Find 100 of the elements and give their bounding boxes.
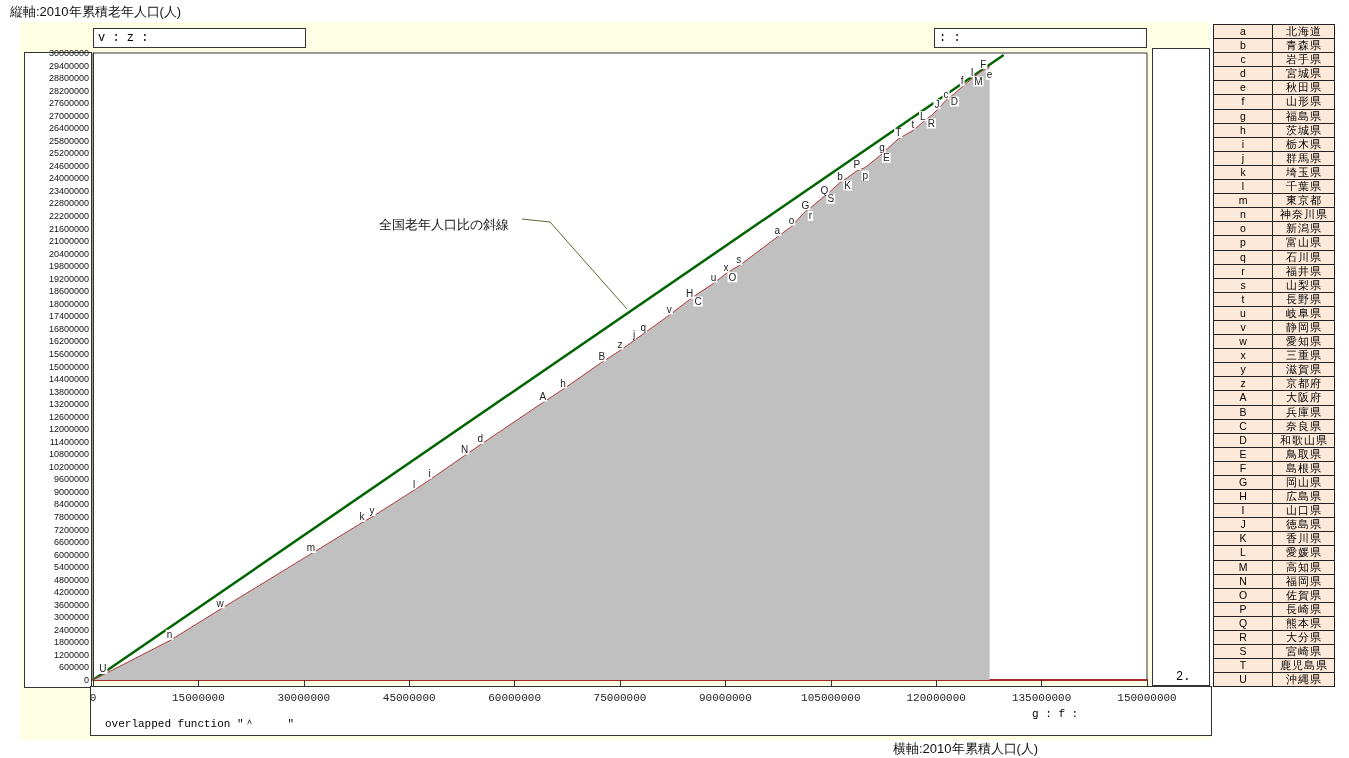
- data-label: S: [827, 193, 835, 205]
- x-tick-label: 30000000: [277, 691, 331, 704]
- text: x 三重県: [1240, 349, 1322, 362]
- data-label: I: [970, 67, 974, 78]
- data-label: E: [882, 152, 890, 164]
- text: G 岡山県: [1238, 476, 1322, 488]
- text: A 大阪府: [1239, 391, 1322, 404]
- data-label: o: [788, 214, 795, 226]
- text: i 栃木県: [1241, 137, 1322, 150]
- data-label: O: [728, 271, 737, 283]
- text: T 鹿児島県: [1239, 659, 1328, 672]
- text: v : z :: [93, 28, 306, 48]
- text: u 岐阜県: [1240, 306, 1322, 319]
- data-label: R: [927, 117, 935, 129]
- y-tick-label: 27600000: [48, 98, 89, 109]
- text: : :: [934, 28, 1147, 48]
- data-label: e: [986, 69, 993, 81]
- x-axis-title: 横軸:2010年累積人口(人): [893, 740, 1039, 758]
- data-label: n: [166, 629, 173, 641]
- x-tick-label: 105000000: [801, 691, 861, 704]
- y-tick-label: 13800000: [48, 386, 89, 397]
- text: J 徳島県: [1240, 518, 1322, 531]
- data-label: s: [736, 254, 742, 266]
- text: d 宮城県: [1240, 67, 1322, 80]
- text: g : f :: [1032, 708, 1079, 720]
- data-label: p: [862, 170, 869, 182]
- text: n 神奈川県: [1240, 208, 1328, 221]
- text: e 秋田県: [1240, 81, 1322, 94]
- data-label: t: [911, 119, 915, 131]
- text: a 北海道: [1240, 25, 1322, 37]
- text: r 福井県: [1241, 264, 1322, 277]
- text: y 滋賀県: [1240, 363, 1322, 376]
- y-tick-label: 2400000: [53, 624, 89, 635]
- text: Q 熊本県: [1238, 616, 1322, 629]
- y-tick-label: 12000000: [48, 424, 89, 435]
- text: L 愛媛県: [1240, 546, 1322, 559]
- text: v 静岡県: [1240, 320, 1322, 333]
- text: B 兵庫県: [1239, 405, 1322, 418]
- data-label: x: [723, 261, 729, 273]
- data-label: N: [461, 444, 469, 456]
- data-label: c: [943, 88, 949, 100]
- text: h 茨城県: [1240, 123, 1322, 136]
- data-label: a: [774, 225, 781, 237]
- data-label: G: [801, 199, 810, 211]
- data-label: f: [960, 75, 964, 87]
- y-tick-label: 13200000: [48, 399, 89, 410]
- y-tick-label: 25800000: [48, 135, 89, 146]
- text: H 広島県: [1239, 490, 1322, 503]
- text: E 鳥取県: [1239, 447, 1322, 460]
- y-tick-label: 29400000: [48, 60, 89, 71]
- text: m 東京都: [1238, 194, 1322, 207]
- text: N 福岡県: [1239, 574, 1322, 587]
- y-tick-label: 0: [83, 675, 89, 685]
- data-label: J: [934, 98, 940, 110]
- text: D 和歌山県: [1239, 433, 1328, 446]
- data-label: M: [974, 75, 983, 87]
- data-label: Q: [820, 184, 829, 196]
- y-tick-label: 3000000: [53, 612, 89, 623]
- y-tick-label: 1200000: [53, 649, 89, 660]
- y-tick-label: 9000000: [53, 486, 89, 497]
- data-label: L: [920, 110, 927, 122]
- data-label: i: [428, 468, 431, 480]
- y-tick-label: 17400000: [48, 311, 89, 322]
- text: 2.: [1176, 670, 1191, 684]
- text: s 山梨県: [1240, 278, 1322, 291]
- data-label: b: [837, 171, 844, 183]
- data-label: P: [853, 159, 861, 171]
- y-tick-label: 7200000: [53, 524, 89, 535]
- text: f 山形県: [1241, 95, 1322, 108]
- text: F 島根県: [1239, 461, 1322, 474]
- y-tick-label: 21000000: [48, 236, 89, 247]
- text: I 山口県: [1241, 504, 1322, 517]
- data-label: C: [694, 296, 702, 308]
- data-label: d: [477, 433, 483, 445]
- data-label: B: [598, 350, 606, 362]
- y-tick-label: 5400000: [53, 562, 89, 573]
- data-label: w: [215, 597, 225, 609]
- y-tick-label: 600000: [58, 662, 89, 673]
- y-tick-label: 8400000: [53, 499, 89, 510]
- text: O 佐賀県: [1238, 588, 1322, 601]
- data-label: D: [950, 96, 959, 108]
- y-tick-label: 26400000: [48, 123, 89, 134]
- y-tick-label: 22800000: [48, 198, 89, 209]
- y-tick-label: 27000000: [48, 110, 89, 121]
- data-label: k: [359, 511, 366, 523]
- data-label: l: [413, 478, 416, 490]
- y-tick-label: 19200000: [48, 273, 89, 284]
- y-tick-label: 10800000: [48, 449, 89, 460]
- text: t 長野県: [1241, 292, 1322, 305]
- annotation: 全国老年人口比の斜線: [379, 216, 510, 232]
- y-tick-label: 25200000: [48, 148, 89, 159]
- text: z 京都府: [1240, 377, 1322, 390]
- y-tick-label: 1800000: [53, 637, 89, 648]
- y-tick-label: 16200000: [48, 336, 89, 347]
- y-tick-label: 16800000: [48, 323, 89, 334]
- text: c 岩手県: [1240, 53, 1322, 66]
- y-tick-label: 4800000: [53, 574, 89, 585]
- x-tick-label: 60000000: [488, 691, 542, 704]
- y-tick-label: 9600000: [53, 474, 89, 485]
- y-tick-label: 14400000: [48, 374, 89, 385]
